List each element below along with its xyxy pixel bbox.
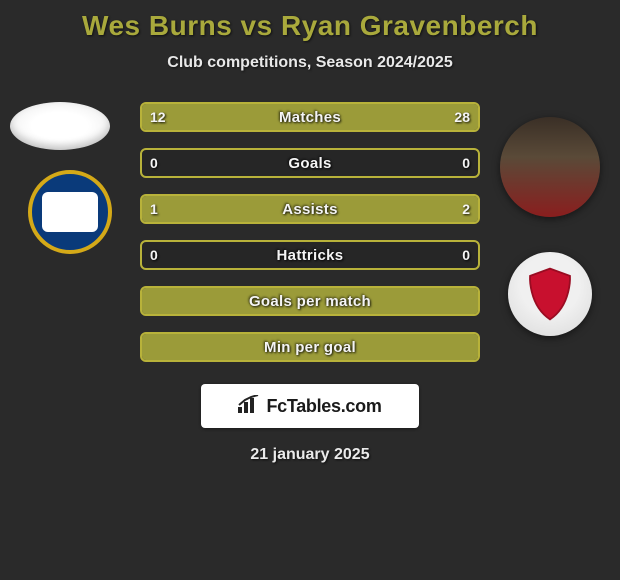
stat-value-right: 28 — [454, 109, 470, 125]
stat-label: Assists — [282, 201, 337, 218]
club-right-badge — [508, 252, 592, 336]
stat-row-goals-per-match: Goals per match — [140, 286, 480, 316]
comparison-card: Wes Burns vs Ryan Gravenberch Club compe… — [0, 0, 620, 464]
stat-label: Min per goal — [264, 339, 356, 356]
bar-fill-left — [142, 196, 253, 222]
stat-row-goals: Goals 0 0 — [140, 148, 480, 178]
page-subtitle: Club competitions, Season 2024/2025 — [167, 54, 452, 72]
footer-date: 21 january 2025 — [250, 446, 369, 464]
stat-row-assists: Assists 1 2 — [140, 194, 480, 224]
player-left-avatar — [10, 102, 110, 150]
stat-label: Goals — [288, 155, 331, 172]
stat-value-right: 0 — [462, 247, 470, 263]
stat-value-right: 0 — [462, 155, 470, 171]
stat-value-left: 0 — [150, 247, 158, 263]
brand-badge[interactable]: FcTables.com — [201, 384, 419, 428]
stat-value-right: 2 — [462, 201, 470, 217]
club-left-badge — [28, 170, 112, 254]
stats-area: Matches1228Goals00Assists12Hattricks00Go… — [0, 102, 620, 362]
page-title: Wes Burns vs Ryan Gravenberch — [82, 10, 538, 42]
chart-icon — [238, 395, 260, 418]
stat-row-min-per-goal: Min per goal — [140, 332, 480, 362]
player-right-avatar — [500, 117, 600, 217]
brand-text: FcTables.com — [266, 396, 381, 417]
stat-row-hattricks: Hattricks 0 0 — [140, 240, 480, 270]
stat-value-left: 12 — [150, 109, 166, 125]
stat-label: Hattricks — [277, 247, 344, 264]
stat-label: Goals per match — [249, 293, 371, 310]
stat-value-left: 1 — [150, 201, 158, 217]
shield-icon — [521, 265, 579, 323]
stat-row-matches: Matches 12 28 — [140, 102, 480, 132]
stat-label: Matches — [279, 109, 341, 126]
stat-value-left: 0 — [150, 155, 158, 171]
comparison-bars: Matches1228Goals00Assists12Hattricks00Go… — [140, 102, 480, 362]
